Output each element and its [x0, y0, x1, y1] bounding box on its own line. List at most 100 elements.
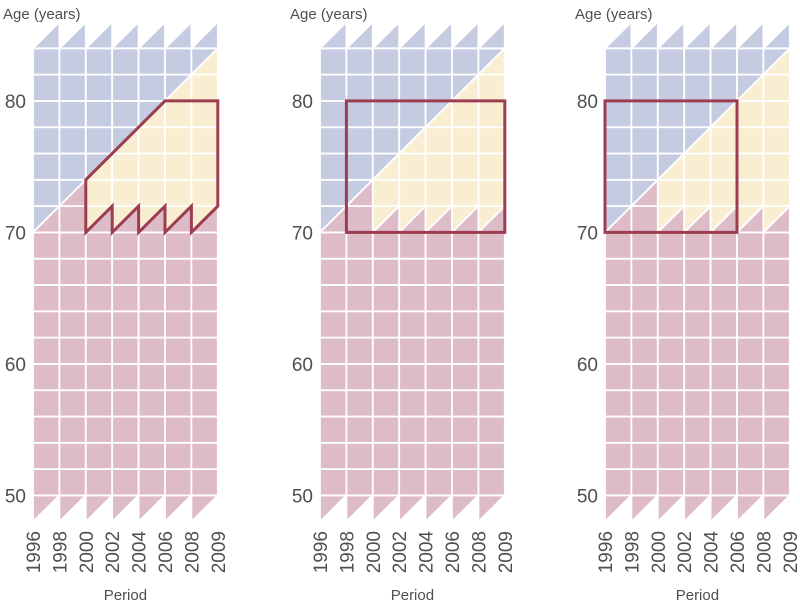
lexis-cell — [84, 362, 114, 392]
lexis-cell — [32, 389, 61, 418]
lexis-cell — [736, 100, 765, 129]
lexis-cell — [398, 231, 427, 260]
lexis-cell — [190, 73, 219, 102]
lexis-cell — [319, 389, 348, 418]
lexis-cell — [58, 284, 87, 313]
lexis-cell — [630, 73, 659, 102]
lexis-cell — [345, 441, 374, 470]
lexis-cell — [709, 441, 738, 470]
lexis-cell — [477, 336, 506, 365]
lexis-cell — [371, 494, 402, 524]
lexis-cell — [319, 468, 348, 497]
lexis-cell — [683, 152, 712, 181]
lexis-cell — [604, 441, 633, 470]
lexis-cell — [398, 336, 427, 365]
lexis-cell — [319, 284, 348, 313]
lexis-cell — [398, 441, 427, 470]
period-tick-label: 2000 — [649, 531, 670, 573]
lexis-cell — [58, 362, 87, 392]
lexis-cell — [398, 257, 427, 286]
period-tick-label: 2009 — [781, 531, 800, 573]
lexis-cell — [137, 310, 166, 339]
lexis-cell — [111, 389, 140, 418]
lexis-cell — [398, 415, 427, 444]
lexis-cell — [656, 362, 686, 392]
period-tick-label: 2009 — [209, 531, 230, 573]
age-axis-title: Age (years) — [290, 6, 368, 23]
lexis-cell — [136, 19, 166, 50]
lexis-cell — [656, 336, 686, 365]
period-tick-label: 1998 — [50, 531, 71, 573]
lexis-cell — [477, 100, 506, 129]
lexis-cell — [84, 47, 114, 76]
lexis-cell — [398, 178, 427, 208]
lexis-cell — [58, 152, 87, 181]
lexis-cell — [319, 494, 349, 524]
lexis-cell — [32, 152, 61, 181]
lexis-cell — [736, 152, 765, 181]
lexis-cell — [345, 362, 374, 392]
lexis-cell — [709, 415, 738, 444]
lexis-cell — [630, 100, 659, 129]
lexis-cell — [630, 336, 659, 365]
lexis-cell — [630, 152, 659, 181]
lexis-cell — [164, 284, 193, 313]
lexis-cell — [371, 284, 401, 313]
lexis-cell — [709, 284, 738, 313]
lexis-cell — [110, 19, 140, 50]
lexis-cell — [656, 441, 686, 470]
lexis-cell — [602, 19, 633, 50]
lexis-cell — [761, 203, 791, 234]
period-tick-label: 2004 — [130, 531, 151, 574]
lexis-cell — [344, 19, 374, 50]
lexis-cell — [762, 284, 791, 313]
lexis-cell — [162, 19, 193, 50]
lexis-cell — [111, 284, 140, 313]
lexis-cell — [451, 152, 480, 181]
lexis-cell — [604, 284, 633, 313]
lexis-cell — [762, 494, 792, 524]
lexis-cell — [345, 494, 375, 524]
lexis-cell — [137, 152, 166, 181]
lexis-cell — [58, 205, 87, 234]
lexis-cell — [656, 231, 686, 260]
lexis-cell — [709, 362, 738, 392]
lexis-cell — [84, 415, 114, 444]
lexis-cell — [137, 494, 168, 524]
lexis-cell — [190, 441, 219, 470]
lexis-grid — [602, 19, 792, 524]
lexis-cell — [84, 73, 114, 102]
lexis-cell — [32, 284, 61, 313]
lexis-cell — [371, 257, 401, 286]
lexis-cell — [762, 468, 791, 497]
lexis-cell — [477, 178, 506, 208]
lexis-cell — [84, 231, 114, 260]
age-tick-label: 60 — [577, 355, 598, 376]
lexis-cell — [477, 310, 506, 339]
lexis-cell — [736, 362, 765, 392]
lexis-cell — [451, 415, 480, 444]
period-tick-label: 2009 — [496, 531, 517, 573]
lexis-cell — [424, 284, 453, 313]
lexis-cell — [477, 468, 506, 497]
lexis-cell — [762, 415, 791, 444]
lexis-cell — [137, 336, 166, 365]
lexis-cell — [58, 494, 88, 524]
lexis-cell — [683, 178, 712, 208]
lexis-cell — [111, 178, 140, 208]
lexis-cell — [190, 257, 219, 286]
lexis-cell — [371, 100, 401, 129]
lexis-cell — [683, 441, 712, 470]
age-tick-label: 50 — [577, 486, 598, 507]
lexis-cell — [58, 100, 87, 129]
lexis-cell — [32, 178, 61, 208]
lexis-cell — [451, 389, 480, 418]
lexis-cell — [630, 205, 659, 234]
age-tick-label: 60 — [292, 355, 313, 376]
lexis-cell — [32, 441, 61, 470]
lexis-cell — [683, 362, 712, 392]
lexis-cell — [371, 362, 401, 392]
lexis-cell — [58, 441, 87, 470]
